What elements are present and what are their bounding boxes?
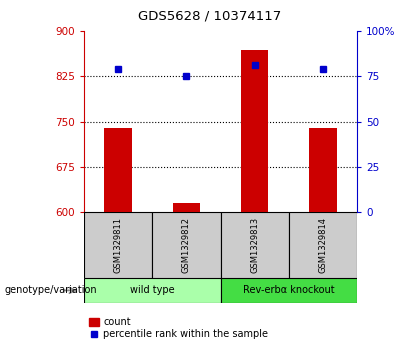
Bar xyxy=(220,278,357,303)
Text: Rev-erbα knockout: Rev-erbα knockout xyxy=(243,285,335,295)
Text: GSM1329813: GSM1329813 xyxy=(250,217,259,273)
Bar xyxy=(84,278,220,303)
Bar xyxy=(105,128,132,212)
Legend: count, percentile rank within the sample: count, percentile rank within the sample xyxy=(89,317,268,339)
Bar xyxy=(289,212,357,278)
Text: GSM1329812: GSM1329812 xyxy=(182,217,191,273)
Bar xyxy=(84,212,152,278)
Text: GSM1329811: GSM1329811 xyxy=(114,217,123,273)
Bar xyxy=(309,128,336,212)
Text: GSM1329814: GSM1329814 xyxy=(318,217,327,273)
Bar xyxy=(173,203,200,212)
Bar xyxy=(220,212,289,278)
Text: GDS5628 / 10374117: GDS5628 / 10374117 xyxy=(138,9,282,22)
Bar xyxy=(241,50,268,212)
Bar xyxy=(152,212,221,278)
Text: wild type: wild type xyxy=(130,285,175,295)
Text: genotype/variation: genotype/variation xyxy=(4,285,97,295)
